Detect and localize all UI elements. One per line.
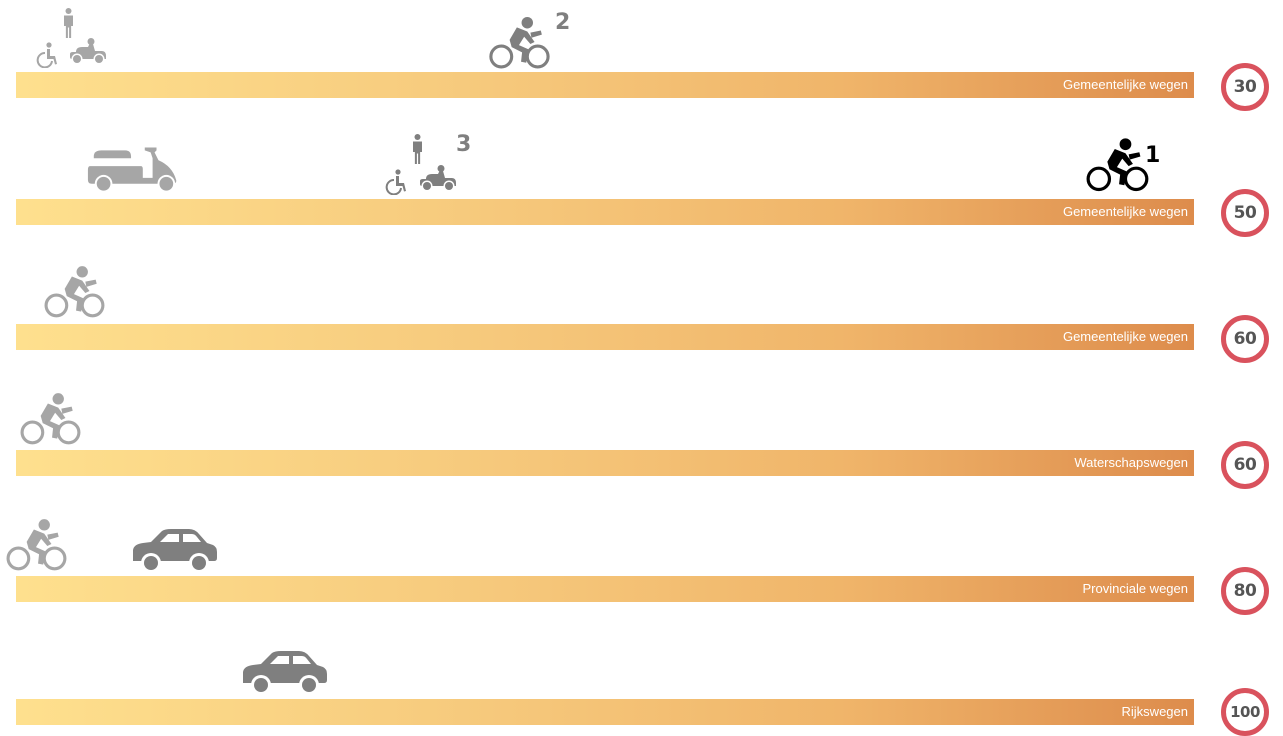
road-bar: Gemeentelijke wegen [16,199,1194,225]
road-bar: Rijkswegen [16,699,1194,725]
car-icon [128,526,220,576]
road-type-label: Waterschapswegen [1074,455,1188,470]
cyclist-icon [488,17,552,69]
road-type-label: Gemeentelijke wegen [1062,204,1188,219]
road-type-label: Gemeentelijke wegen [1062,77,1188,92]
marker-number-3: 3 [456,132,472,157]
moped-scooter-icon [84,146,182,196]
mobility-scooter-icon [418,164,458,194]
cyclist-icon [6,515,68,575]
speed-limit-sign: 100 [1221,688,1269,736]
wheelchair-icon [34,40,58,68]
speed-limit-value: 60 [1233,455,1257,475]
speed-limit-sign: 50 [1221,189,1269,237]
road-bar: Gemeentelijke wegen [16,72,1194,98]
marker-number-1: 1 [1145,143,1161,168]
speed-limit-value: 50 [1233,203,1257,223]
speed-limit-value: 60 [1233,329,1257,349]
road-type-label: Provinciale wegen [1082,581,1188,596]
road-bar: Waterschapswegen [16,450,1194,476]
speed-limit-sign: 60 [1221,315,1269,363]
speed-limit-value: 30 [1233,77,1257,97]
speed-limit-value: 100 [1230,703,1260,721]
road-type-label: Rijkswegen [1121,704,1188,719]
road-bar: Provinciale wegen [16,576,1194,602]
speed-limit-sign: 60 [1221,441,1269,489]
walking-pedestrian-icon [61,5,76,41]
road-type-label: Gemeentelijke wegen [1062,329,1188,344]
cyclist-icon [20,389,82,449]
marker-number-2: 2 [555,10,571,35]
cyclist-icon [44,262,106,322]
mobility-scooter-icon [68,37,108,67]
speed-limit-sign: 80 [1221,567,1269,615]
wheelchair-icon [383,167,407,195]
cyclist-icon [1086,135,1150,195]
road-bar: Gemeentelijke wegen [16,324,1194,350]
speed-limit-sign: 30 [1221,63,1269,111]
walking-pedestrian-icon [410,131,425,167]
car-icon [238,648,330,698]
speed-limit-value: 80 [1233,581,1257,601]
